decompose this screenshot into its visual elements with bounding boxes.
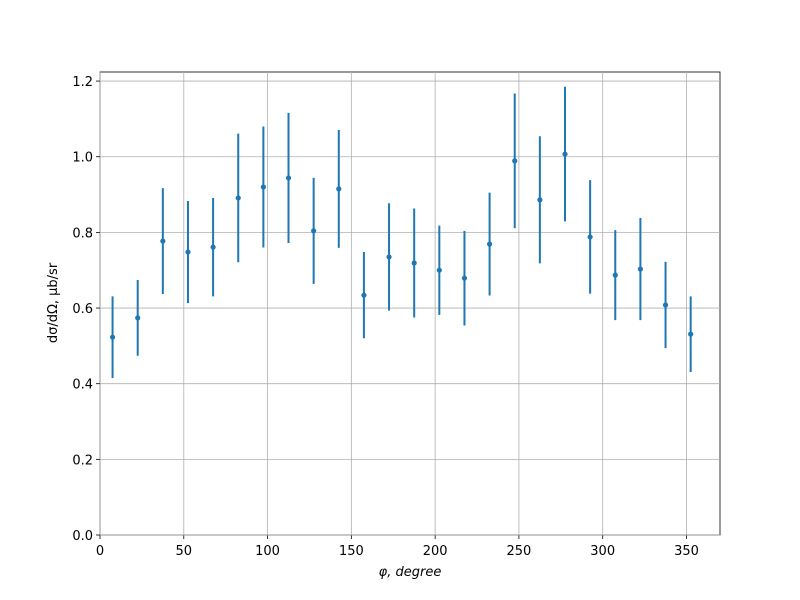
data-point <box>285 175 292 181</box>
data-point <box>109 334 116 340</box>
x-tick-label: 200 <box>423 544 448 559</box>
data-point <box>336 186 342 192</box>
x-tick-label: 350 <box>674 544 699 559</box>
data-point <box>135 315 141 321</box>
data-point <box>637 266 644 272</box>
x-tick-label: 100 <box>255 544 280 559</box>
x-axis-label: φ, degree <box>379 565 442 580</box>
x-tick-label: 50 <box>176 544 193 559</box>
x-tick-label: 250 <box>507 544 532 559</box>
data-point <box>461 275 468 281</box>
data-point <box>311 228 317 234</box>
data-point <box>210 244 216 250</box>
data-point <box>486 241 493 247</box>
data-point <box>386 254 392 260</box>
data-point <box>512 158 518 164</box>
data-point <box>436 267 442 273</box>
data-point <box>662 302 669 308</box>
y-tick-label: 0.0 <box>72 529 93 544</box>
y-tick-label: 1.0 <box>72 151 93 166</box>
data-point <box>411 260 417 266</box>
data-point <box>688 331 694 337</box>
data-point <box>361 292 367 298</box>
x-tick-label: 300 <box>590 544 615 559</box>
y-tick-label: 0.4 <box>72 378 93 393</box>
data-point <box>612 272 618 278</box>
y-tick-label: 0.2 <box>72 453 93 468</box>
data-point <box>260 184 266 190</box>
y-tick-label: 1.2 <box>72 75 93 90</box>
y-tick-label: 0.8 <box>72 226 93 241</box>
plot-frame <box>99 71 721 536</box>
data-point <box>235 195 241 201</box>
y-tick-label: 0.6 <box>72 302 93 317</box>
data-point <box>587 234 593 240</box>
x-tick-label: 150 <box>339 544 364 559</box>
data-point <box>562 151 568 157</box>
y-axis-label: dσ/dΩ, μb/sr <box>46 262 61 343</box>
data-point <box>185 249 191 255</box>
data-point <box>160 238 166 244</box>
data-point <box>537 197 543 203</box>
x-tick-label: 0 <box>96 544 104 559</box>
